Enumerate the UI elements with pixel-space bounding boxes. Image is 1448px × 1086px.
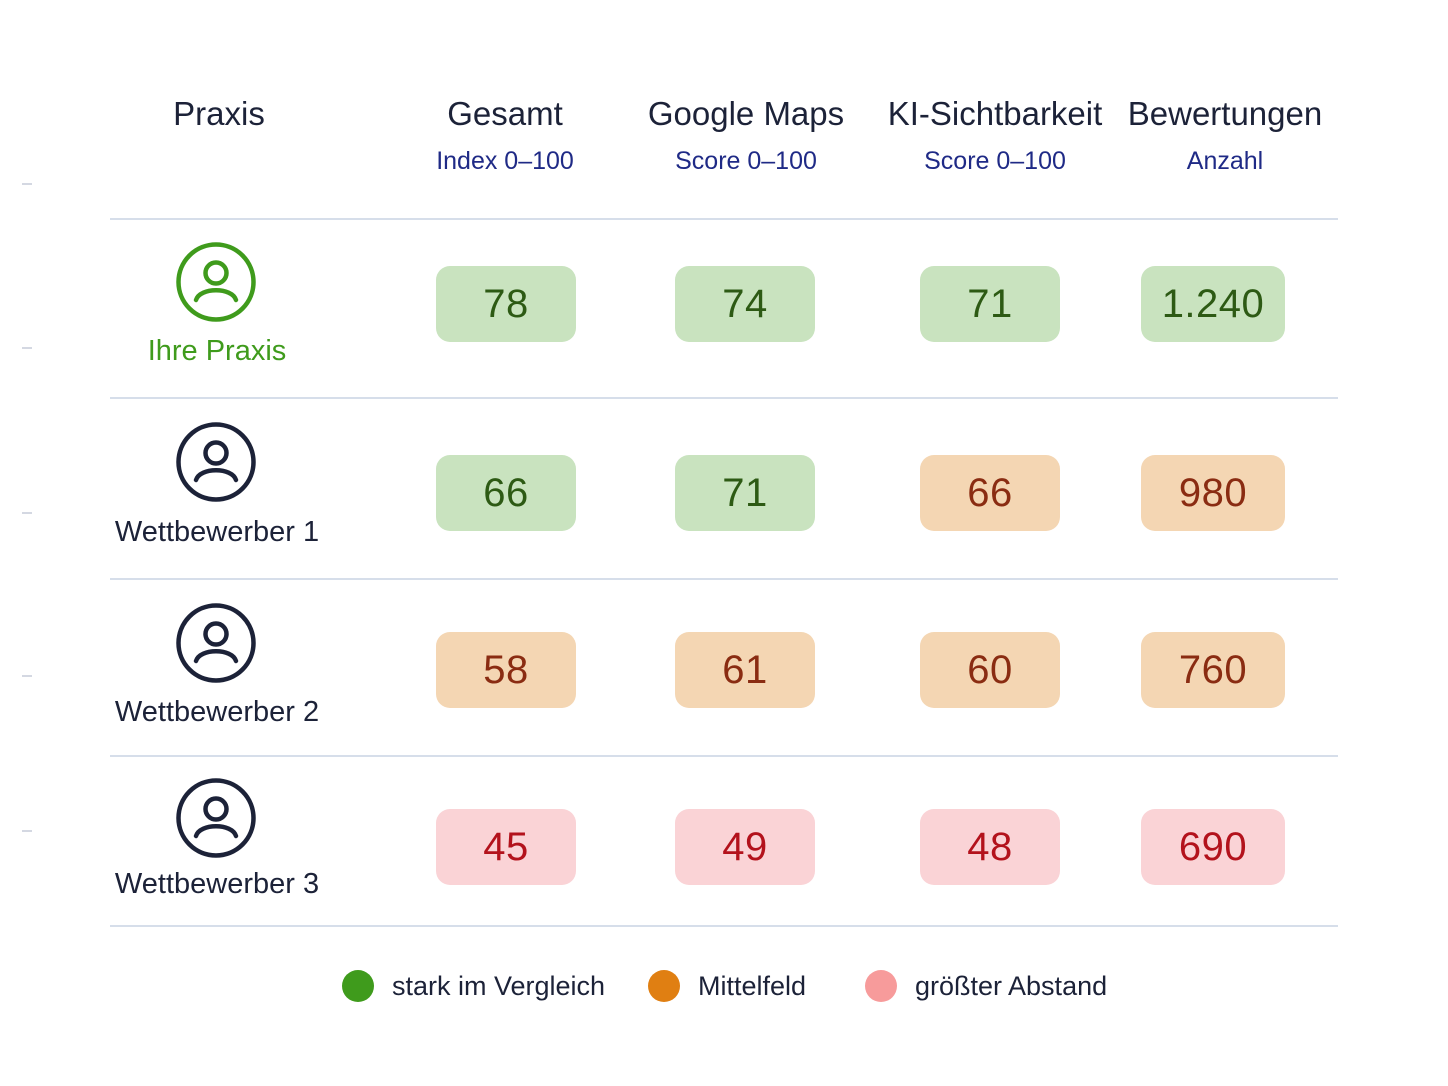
header-col-gesamt: Gesamt Index 0–100	[405, 92, 605, 178]
score-cell: 1.240	[1141, 266, 1285, 342]
table-row: Wettbewerber 1 66 71 66 980	[0, 421, 1448, 561]
praxis-name: Wettbewerber 2	[114, 696, 320, 728]
header-title: KI-Sichtbarkeit	[887, 95, 1103, 132]
table-row: Wettbewerber 2 58 61 60 760	[0, 602, 1448, 742]
score-cell: 71	[675, 455, 815, 531]
header-col-bewertungen: Bewertungen Anzahl	[1110, 92, 1340, 178]
score-cell: 690	[1141, 809, 1285, 885]
legend-item-mid: Mittelfeld	[648, 964, 806, 1008]
legend-label: Mittelfeld	[698, 970, 807, 1001]
edge-tick	[22, 830, 32, 832]
score-cell: 49	[675, 809, 815, 885]
legend-dot-icon	[342, 970, 374, 1002]
legend: stark im Vergleich Mittelfeld größter Ab…	[0, 964, 1448, 1008]
score-cell: 78	[436, 266, 576, 342]
score-cell: 74	[675, 266, 815, 342]
score-cell: 66	[920, 455, 1060, 531]
user-icon	[176, 422, 256, 502]
score-cell: 45	[436, 809, 576, 885]
header-praxis: Praxis	[119, 92, 319, 136]
legend-item-good: stark im Vergleich	[342, 964, 605, 1008]
table-divider	[110, 397, 1338, 399]
score-cell: 71	[920, 266, 1060, 342]
table-row: Ihre Praxis 78 74 71 1.240	[0, 241, 1448, 381]
header-subtitle: Score 0–100	[675, 147, 817, 175]
legend-label: größter Abstand	[915, 970, 1108, 1001]
header-col-ki-sichtbarkeit: KI-Sichtbarkeit Score 0–100	[880, 92, 1110, 178]
legend-dot-icon	[648, 970, 680, 1002]
header-subtitle: Score 0–100	[924, 147, 1066, 175]
table-divider	[110, 755, 1338, 757]
header-col-google-maps: Google Maps Score 0–100	[635, 92, 857, 178]
user-icon	[176, 242, 256, 322]
praxis-name: Wettbewerber 3	[114, 868, 320, 900]
praxis-name: Wettbewerber 1	[114, 516, 320, 548]
user-icon	[176, 603, 256, 683]
edge-tick	[22, 347, 32, 349]
table-divider	[110, 925, 1338, 927]
header-title: Bewertungen	[1127, 95, 1323, 132]
score-cell: 60	[920, 632, 1060, 708]
header-title: Gesamt	[447, 95, 563, 132]
header-subtitle: Anzahl	[1186, 147, 1264, 175]
legend-item-low: größter Abstand	[865, 964, 1107, 1008]
score-cell: 66	[436, 455, 576, 531]
score-cell: 980	[1141, 455, 1285, 531]
table-divider	[110, 578, 1338, 580]
header-subtitle: Index 0–100	[436, 147, 574, 175]
score-cell: 58	[436, 632, 576, 708]
score-cell: 48	[920, 809, 1060, 885]
praxis-name: Ihre Praxis	[147, 335, 287, 367]
edge-tick	[22, 512, 32, 514]
table-row: Wettbewerber 3 45 49 48 690	[0, 777, 1448, 917]
user-icon	[176, 778, 256, 858]
score-cell: 61	[675, 632, 815, 708]
score-cell: 760	[1141, 632, 1285, 708]
table-divider	[110, 218, 1338, 220]
legend-dot-icon	[865, 970, 897, 1002]
edge-tick	[22, 183, 32, 185]
legend-label: stark im Vergleich	[392, 970, 606, 1001]
header-title: Google Maps	[647, 95, 845, 132]
edge-tick	[22, 675, 32, 677]
header-praxis-label: Praxis	[173, 95, 265, 132]
